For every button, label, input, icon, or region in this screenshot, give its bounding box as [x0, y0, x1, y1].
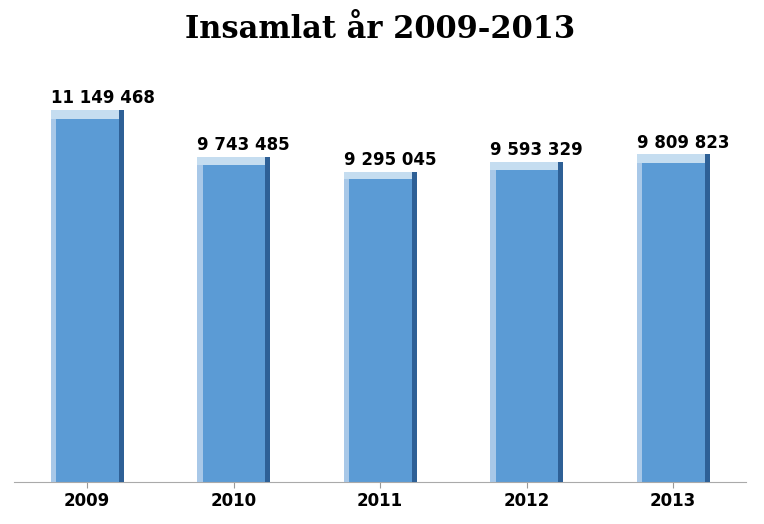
Bar	[496, 161, 558, 170]
Bar	[704, 155, 710, 482]
FancyBboxPatch shape	[50, 110, 124, 482]
Bar	[344, 171, 349, 179]
Text: 9 295 045: 9 295 045	[344, 151, 436, 169]
Text: 11 149 468: 11 149 468	[50, 89, 154, 107]
FancyBboxPatch shape	[197, 157, 270, 482]
Text: 9 743 485: 9 743 485	[197, 136, 290, 154]
Bar	[349, 171, 412, 179]
FancyBboxPatch shape	[490, 161, 563, 482]
Title: Insamlat år 2009-2013: Insamlat år 2009-2013	[185, 14, 575, 45]
Bar	[558, 161, 563, 482]
FancyBboxPatch shape	[636, 155, 710, 482]
Bar	[118, 110, 124, 482]
Bar	[344, 171, 349, 482]
Bar	[643, 155, 704, 162]
Text: 9 809 823: 9 809 823	[636, 134, 729, 151]
Bar	[197, 157, 203, 165]
FancyBboxPatch shape	[344, 171, 417, 482]
Bar	[50, 110, 57, 482]
Bar	[57, 110, 118, 119]
Bar	[636, 155, 643, 162]
Bar	[203, 157, 265, 165]
Text: 9 593 329: 9 593 329	[490, 141, 583, 159]
Bar	[50, 110, 57, 119]
Bar	[197, 157, 203, 482]
Bar	[412, 171, 417, 482]
Bar	[636, 155, 643, 482]
Bar	[490, 161, 496, 482]
Bar	[265, 157, 270, 482]
Bar	[490, 161, 496, 170]
